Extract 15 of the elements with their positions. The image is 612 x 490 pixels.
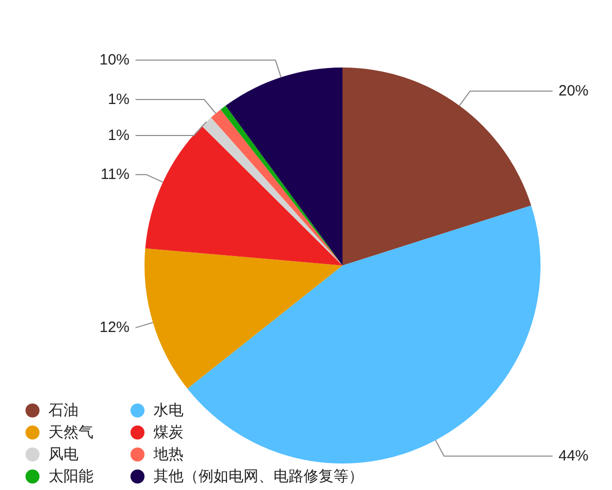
data-label: 1% [108,91,130,108]
data-label: 1% [108,127,130,144]
data-label: 20% [558,82,589,100]
legend-label: 水电 [154,402,184,419]
data-label: 12% [99,319,130,336]
data-label: 11% [100,166,130,184]
legend-label: 天然气 [48,424,94,441]
legend-label: 地热 [152,446,184,463]
legend-label: 其他（例如电网、电路修复等） [154,468,364,485]
legend-label: 风电 [48,446,78,463]
legend-label: 石油 [48,402,78,419]
legend-label: 太阳能 [48,468,94,485]
data-label: 10% [99,52,130,69]
data-label: 44% [558,448,589,465]
legend-label: 煤炭 [154,424,184,441]
